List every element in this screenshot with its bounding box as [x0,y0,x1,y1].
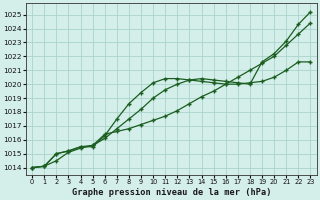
X-axis label: Graphe pression niveau de la mer (hPa): Graphe pression niveau de la mer (hPa) [72,188,271,197]
